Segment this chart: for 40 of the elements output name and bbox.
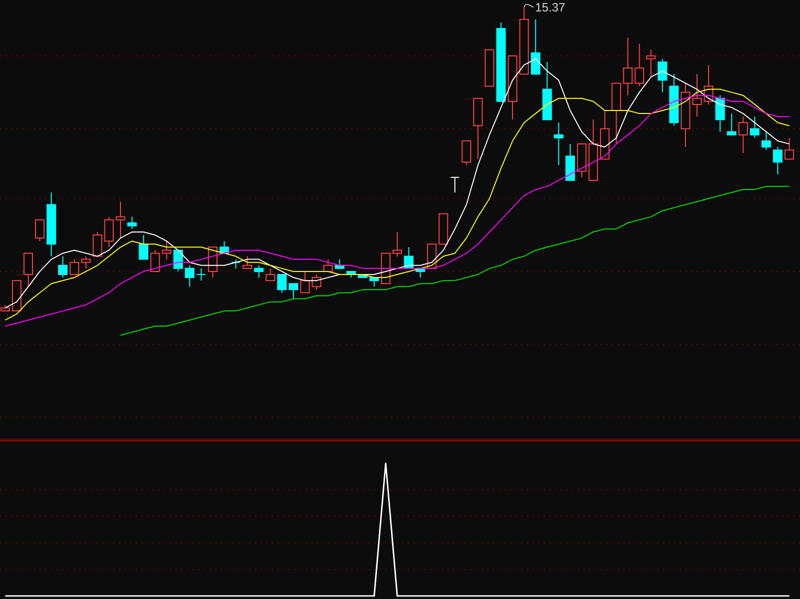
candlestick <box>750 116 760 138</box>
candlestick <box>323 258 333 272</box>
candlestick <box>288 283 298 300</box>
candlestick <box>266 268 276 282</box>
candlestick <box>162 240 172 260</box>
candlestick <box>254 264 264 278</box>
candlestick <box>231 258 241 269</box>
candlestick <box>772 146 783 175</box>
candlestick <box>554 122 564 166</box>
candlestick <box>23 252 34 288</box>
annotation: 15.37 <box>536 3 565 12</box>
candlestick <box>784 137 794 160</box>
candlestick <box>116 201 126 239</box>
candlestick <box>392 231 402 257</box>
candlestick <box>35 219 45 242</box>
candlestick <box>196 268 206 282</box>
candlestick <box>58 256 68 278</box>
candlestick <box>450 176 460 194</box>
candlestick <box>738 116 748 154</box>
candlestick <box>104 216 114 248</box>
candlestick <box>646 49 656 78</box>
candlestick <box>715 94 725 132</box>
candlestick <box>81 256 91 269</box>
candlestick <box>92 231 102 257</box>
candlestick <box>242 256 252 269</box>
candlestick <box>127 216 137 230</box>
candlestick <box>300 270 310 294</box>
candlestick <box>726 113 736 136</box>
candlestick <box>184 264 194 288</box>
candlestick <box>138 234 148 260</box>
candlestick <box>277 274 287 294</box>
candlestick <box>761 131 771 150</box>
candlestick <box>623 37 633 96</box>
candlestick <box>70 258 80 275</box>
candlestick <box>692 74 702 118</box>
candlestick <box>530 18 540 75</box>
candlestick <box>462 140 472 166</box>
candlestick <box>150 250 160 272</box>
candlestick <box>658 58 668 93</box>
candlestick <box>634 43 644 87</box>
